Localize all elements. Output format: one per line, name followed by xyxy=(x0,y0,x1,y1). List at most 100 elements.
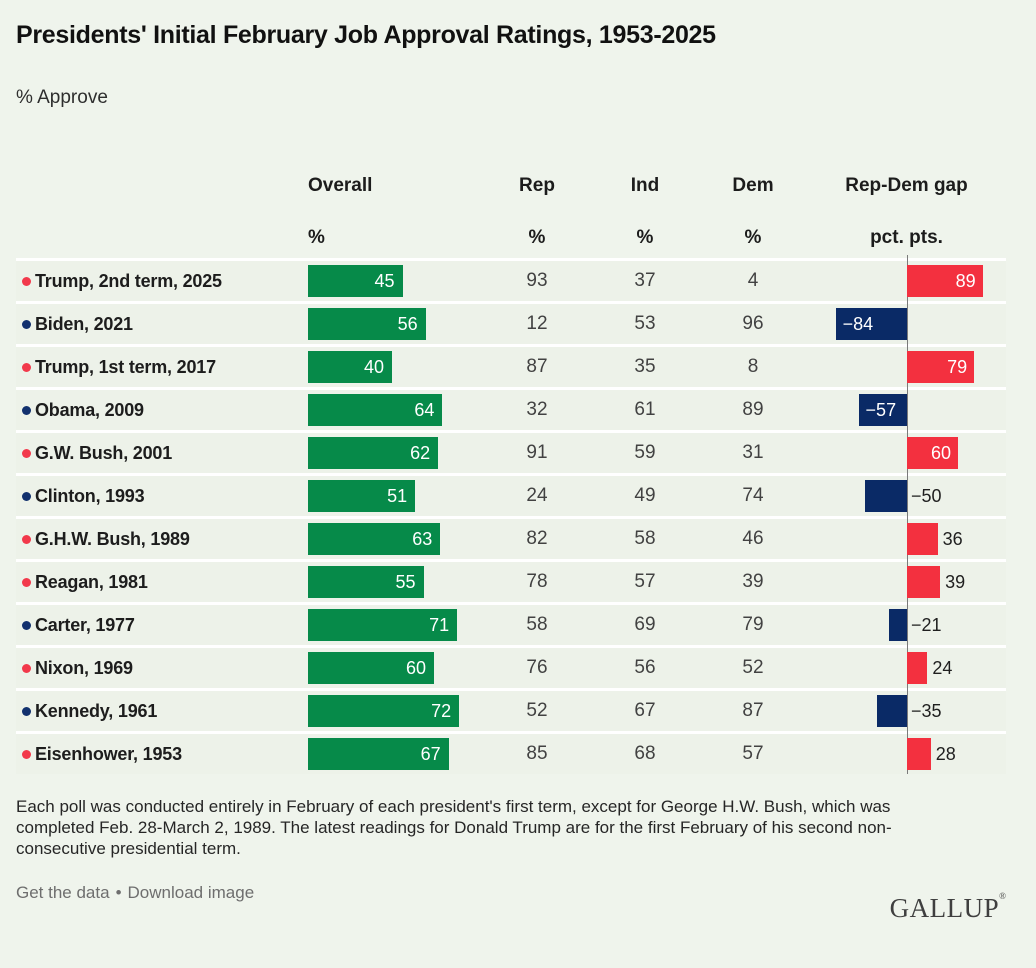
president-name-cell: Carter, 1977 xyxy=(16,605,308,645)
president-label: Obama, 2009 xyxy=(35,399,144,420)
ind-value: 67 xyxy=(634,700,656,721)
dem-value: 74 xyxy=(742,485,764,506)
table-rows: Trump, 2nd term, 2025 45 93 37 4 89 Bide… xyxy=(16,255,1006,774)
ind-value: 61 xyxy=(634,399,656,420)
party-dot xyxy=(22,276,31,286)
gap-bar-label: −57 xyxy=(865,399,897,420)
overall-bar-label: 55 xyxy=(395,571,416,592)
president-name-cell: Kennedy, 1961 xyxy=(16,691,308,731)
overall-bar-cell: 45 xyxy=(308,261,483,301)
gap-bar-cell: −35 xyxy=(807,691,1006,731)
ind-value: 56 xyxy=(634,657,656,678)
page-title: Presidents' Initial February Job Approva… xyxy=(16,21,716,49)
dem-value: 31 xyxy=(742,442,764,463)
overall-bar-label: 56 xyxy=(397,313,418,334)
overall-bar-label: 63 xyxy=(412,528,433,549)
get-the-data-link[interactable]: Get the data xyxy=(16,883,110,902)
gap-outside-label: 28 xyxy=(935,744,956,764)
table-row: Obama, 2009 64 32 61 89 −57 xyxy=(16,387,1006,430)
overall-bar: 55 xyxy=(308,566,424,598)
ind-value: 53 xyxy=(634,313,656,334)
overall-bar-label: 51 xyxy=(387,485,408,506)
rep-value: 52 xyxy=(526,700,548,721)
president-name-cell: Trump, 2nd term, 2025 xyxy=(16,261,308,301)
gap-outside-label: 24 xyxy=(932,658,953,678)
header-gap: Rep-Dem gap xyxy=(845,175,968,196)
overall-bar: 62 xyxy=(308,437,439,469)
rep-value: 12 xyxy=(526,313,548,334)
overall-bar-label: 40 xyxy=(363,356,384,377)
president-name-cell: G.H.W. Bush, 1989 xyxy=(16,519,308,559)
gap-bar xyxy=(907,566,941,598)
gap-bar: 79 xyxy=(907,351,975,383)
registered-trademark-icon: ® xyxy=(999,891,1006,901)
ind-value: 69 xyxy=(634,614,656,635)
gap-bar xyxy=(907,738,931,770)
header-ind-unit: % xyxy=(636,227,654,248)
president-name-cell: Eisenhower, 1953 xyxy=(16,734,308,774)
gap-bar-label: −84 xyxy=(842,313,874,334)
overall-bar-cell: 63 xyxy=(308,519,483,559)
gap-bar-label: 60 xyxy=(930,442,951,463)
overall-bar-cell: 72 xyxy=(308,691,483,731)
header-overall: Overall xyxy=(308,175,373,196)
chart-footnote: Each poll was conducted entirely in Febr… xyxy=(16,797,892,858)
download-image-link[interactable]: Download image xyxy=(127,883,255,902)
gap-bar xyxy=(907,652,928,684)
chart-container: Presidents' Initial February Job Approva… xyxy=(0,20,1022,922)
gap-bar-label: 89 xyxy=(955,270,976,291)
rep-value: 93 xyxy=(526,270,548,291)
header-rep: Rep xyxy=(519,175,555,196)
president-label: G.W. Bush, 2001 xyxy=(35,442,173,463)
overall-bar: 51 xyxy=(308,480,416,512)
president-name-cell: Reagan, 1981 xyxy=(16,562,308,602)
party-dot xyxy=(22,534,31,544)
ind-value: 37 xyxy=(634,270,656,291)
table-row: Kennedy, 1961 72 52 67 87 −35 xyxy=(16,688,1006,731)
gap-bar-cell: 60 xyxy=(807,433,1006,473)
table-row: G.H.W. Bush, 1989 63 82 58 46 36 xyxy=(16,516,1006,559)
gap-outside-label: 36 xyxy=(942,529,963,549)
table-header: Overall Rep Ind Dem Rep-Dem gap % % % % … xyxy=(16,174,1006,250)
overall-bar-cell: 51 xyxy=(308,476,483,516)
dem-value: 8 xyxy=(747,356,759,377)
president-label: Carter, 1977 xyxy=(35,614,135,635)
overall-bar-cell: 40 xyxy=(308,347,483,387)
table-row: Trump, 2nd term, 2025 45 93 37 4 89 xyxy=(16,258,1006,301)
rep-value: 78 xyxy=(526,571,548,592)
overall-bar: 45 xyxy=(308,265,403,297)
rep-value: 24 xyxy=(526,485,548,506)
overall-bar-label: 62 xyxy=(410,442,431,463)
overall-bar-label: 71 xyxy=(429,614,450,635)
overall-bar-label: 60 xyxy=(405,657,426,678)
dem-value: 46 xyxy=(742,528,764,549)
header-rep-unit: % xyxy=(528,227,546,248)
gap-outside-label: −35 xyxy=(911,701,942,721)
ind-value: 49 xyxy=(634,485,656,506)
gap-bar xyxy=(864,480,907,512)
rep-value: 58 xyxy=(526,614,548,635)
gap-bar-cell: 89 xyxy=(807,261,1006,301)
party-dot xyxy=(22,620,31,630)
dem-value: 89 xyxy=(742,399,764,420)
rep-value: 91 xyxy=(526,442,548,463)
gap-bar-cell: 39 xyxy=(807,562,1006,602)
header-dem-unit: % xyxy=(744,227,762,248)
gap-outside-label: 39 xyxy=(945,572,966,592)
overall-bar: 72 xyxy=(308,695,460,727)
gap-bar: −57 xyxy=(858,394,907,426)
party-dot xyxy=(22,362,31,372)
dem-value: 57 xyxy=(742,743,764,764)
ind-value: 57 xyxy=(634,571,656,592)
overall-bar-cell: 64 xyxy=(308,390,483,430)
overall-bar-label: 64 xyxy=(414,399,435,420)
president-label: Nixon, 1969 xyxy=(35,657,133,678)
party-dot xyxy=(22,663,31,673)
party-dot xyxy=(22,448,31,458)
table-row: Biden, 2021 56 12 53 96 −84 xyxy=(16,301,1006,344)
gap-bar xyxy=(877,695,907,727)
dem-value: 87 xyxy=(742,700,764,721)
rep-value: 85 xyxy=(526,743,548,764)
overall-bar-cell: 56 xyxy=(308,304,483,344)
header-unit-row: % % % % pct. pts. xyxy=(16,226,1006,250)
